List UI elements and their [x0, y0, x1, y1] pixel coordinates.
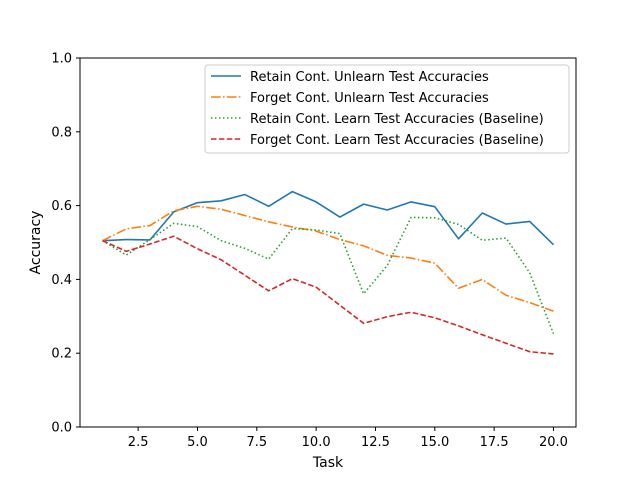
x-axis-label: Task — [312, 455, 344, 471]
x-tick-label: 7.5 — [246, 435, 267, 450]
series-line-4 — [102, 235, 554, 355]
legend-label-1: Retain Cont. Unlearn Test Accuracies — [250, 70, 489, 85]
x-tick-label: 17.5 — [480, 435, 509, 450]
legend-box — [204, 64, 570, 154]
x-tick-label: 12.5 — [361, 435, 390, 450]
x-axis-ticks: 2.5 5.0 7.5 10.0 12.5 15.0 17.5 20.0 — [128, 427, 568, 450]
y-tick-label: 0.0 — [51, 421, 72, 436]
x-tick-label: 20.0 — [539, 435, 568, 450]
x-tick-label: 2.5 — [128, 435, 149, 450]
series-line-2 — [102, 205, 554, 312]
series-line-3 — [102, 216, 555, 334]
y-axis-ticks: 0.0 0.2 0.4 0.6 0.8 1.0 — [51, 52, 80, 436]
y-tick-label: 0.8 — [51, 125, 72, 140]
plot-frame — [79, 57, 577, 428]
y-tick-label: 1.0 — [51, 52, 72, 67]
series-layer — [102, 190, 555, 355]
legend-label-2: Forget Cont. Unlearn Test Accuracies — [250, 91, 489, 106]
legend-label-3: Retain Cont. Learn Test Accuracies (Base… — [250, 112, 544, 127]
y-tick-label: 0.6 — [51, 199, 72, 214]
y-tick-label: 0.2 — [51, 347, 72, 362]
legend: Retain Cont. Unlearn Test Accuracies Forg… — [204, 64, 570, 154]
x-tick-label: 15.0 — [420, 435, 449, 450]
axes-layer — [79, 57, 577, 428]
x-tick-label: 5.0 — [187, 435, 208, 450]
x-tick-label: 10.0 — [302, 435, 331, 450]
y-axis-label: Accuracy — [28, 211, 44, 275]
legend-label-4: Forget Cont. Learn Test Accuracies (Base… — [250, 133, 544, 148]
y-tick-label: 0.4 — [51, 273, 72, 288]
